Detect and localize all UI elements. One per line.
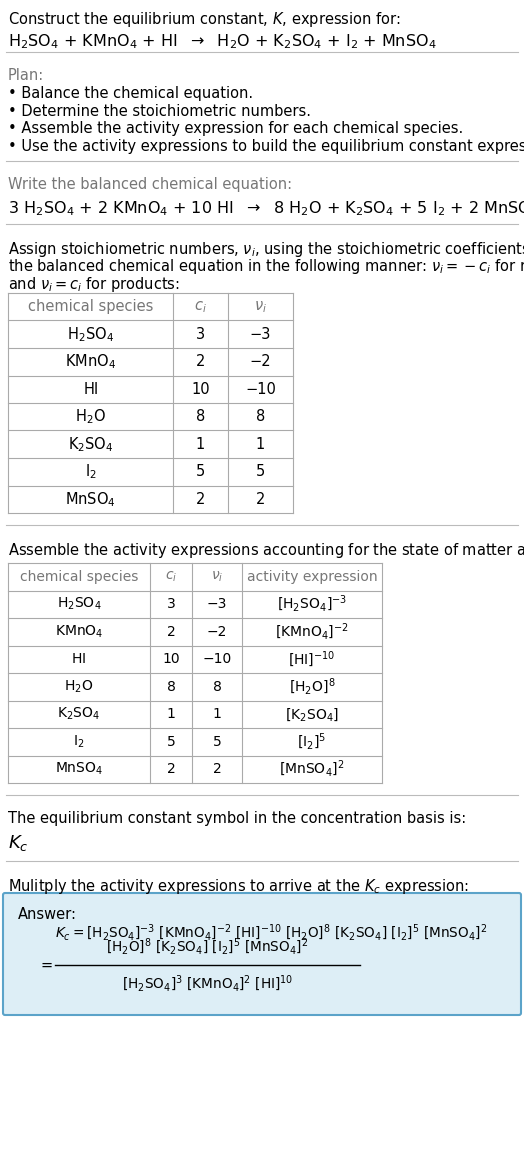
Text: 8: 8 <box>196 409 205 424</box>
Text: $\mathregular{MnSO_4}$: $\mathregular{MnSO_4}$ <box>55 761 103 777</box>
Text: 2: 2 <box>256 492 265 507</box>
Text: $\mathregular{KMnO_4}$: $\mathregular{KMnO_4}$ <box>54 623 103 640</box>
Text: $[\mathregular{H_2SO_4}]^{3}\ [\mathregular{KMnO_4}]^{2}\ [\mathregular{HI}]^{10: $[\mathregular{H_2SO_4}]^{3}\ [\mathregu… <box>122 973 293 993</box>
Text: $[\mathregular{K_2SO_4}]$: $[\mathregular{K_2SO_4}]$ <box>285 706 339 722</box>
Text: Assign stoichiometric numbers, $\nu_i$, using the stoichiometric coefficients, $: Assign stoichiometric numbers, $\nu_i$, … <box>8 240 524 259</box>
Text: 1: 1 <box>213 707 222 721</box>
Text: $K_c$: $K_c$ <box>8 833 29 852</box>
Text: $\mathregular{I_2}$: $\mathregular{I_2}$ <box>73 734 85 750</box>
Text: 10: 10 <box>191 381 210 397</box>
Text: $[\mathregular{KMnO_4}]^{-2}$: $[\mathregular{KMnO_4}]^{-2}$ <box>275 621 349 642</box>
Text: 2: 2 <box>196 355 205 369</box>
Text: 10: 10 <box>162 652 180 666</box>
Text: $3\ \mathregular{H_2SO_4}$ + $2\ \mathregular{KMnO_4}$ + $10\ \mathregular{HI}$ : $3\ \mathregular{H_2SO_4}$ + $2\ \mathre… <box>8 199 524 217</box>
Text: 1: 1 <box>256 437 265 451</box>
Text: and $\nu_i = c_i$ for products:: and $\nu_i = c_i$ for products: <box>8 274 180 294</box>
Text: $\mathregular{H_2O}$: $\mathregular{H_2O}$ <box>64 678 94 695</box>
Text: −3: −3 <box>250 327 271 342</box>
Text: $\mathregular{K_2SO_4}$: $\mathregular{K_2SO_4}$ <box>57 706 101 722</box>
Text: $\mathregular{H_2SO_4}$: $\mathregular{H_2SO_4}$ <box>57 597 101 613</box>
Text: $\mathregular{HI}$: $\mathregular{HI}$ <box>71 652 86 666</box>
Text: $c_i$: $c_i$ <box>194 299 207 315</box>
FancyBboxPatch shape <box>3 893 521 1015</box>
Text: $\mathregular{MnSO_4}$: $\mathregular{MnSO_4}$ <box>65 490 116 508</box>
Text: The equilibrium constant symbol in the concentration basis is:: The equilibrium constant symbol in the c… <box>8 811 466 826</box>
Text: −3: −3 <box>207 598 227 612</box>
Text: Mulitply the activity expressions to arrive at the $K_c$ expression:: Mulitply the activity expressions to arr… <box>8 877 469 896</box>
Text: −2: −2 <box>207 625 227 638</box>
Text: Construct the equilibrium constant, $K$, expression for:: Construct the equilibrium constant, $K$,… <box>8 10 401 29</box>
Text: chemical species: chemical species <box>28 299 153 314</box>
Text: 1: 1 <box>196 437 205 451</box>
Text: $[\mathregular{I_2}]^{5}$: $[\mathregular{I_2}]^{5}$ <box>298 732 326 752</box>
Text: Answer:: Answer: <box>18 907 77 922</box>
Text: −10: −10 <box>202 652 232 666</box>
Text: −10: −10 <box>245 381 276 397</box>
Text: • Determine the stoichiometric numbers.: • Determine the stoichiometric numbers. <box>8 104 311 119</box>
Text: Plan:: Plan: <box>8 67 44 83</box>
Text: $\mathregular{I_2}$: $\mathregular{I_2}$ <box>84 463 96 481</box>
Text: 5: 5 <box>196 464 205 479</box>
Text: chemical species: chemical species <box>20 570 138 584</box>
Text: 8: 8 <box>256 409 265 424</box>
Text: the balanced chemical equation in the following manner: $\nu_i = -c_i$ for react: the balanced chemical equation in the fo… <box>8 257 524 277</box>
Text: $\mathregular{KMnO_4}$: $\mathregular{KMnO_4}$ <box>65 352 116 371</box>
Text: • Use the activity expressions to build the equilibrium constant expression.: • Use the activity expressions to build … <box>8 138 524 154</box>
Text: 3: 3 <box>196 327 205 342</box>
Text: 2: 2 <box>213 762 221 776</box>
Text: $\mathregular{H_2O}$: $\mathregular{H_2O}$ <box>75 407 106 426</box>
Text: • Assemble the activity expression for each chemical species.: • Assemble the activity expression for e… <box>8 121 463 136</box>
Text: 5: 5 <box>213 735 221 749</box>
Text: $\mathregular{H_2SO_4}$: $\mathregular{H_2SO_4}$ <box>67 324 114 343</box>
Text: 3: 3 <box>167 598 176 612</box>
Text: $K_c = [\mathregular{H_2SO_4}]^{-3}\ [\mathregular{KMnO_4}]^{-2}\ [\mathregular{: $K_c = [\mathregular{H_2SO_4}]^{-3}\ [\m… <box>55 922 487 943</box>
Text: $c_i$: $c_i$ <box>165 570 177 584</box>
Text: 2: 2 <box>196 492 205 507</box>
Text: Write the balanced chemical equation:: Write the balanced chemical equation: <box>8 177 292 192</box>
Text: 5: 5 <box>256 464 265 479</box>
Text: • Balance the chemical equation.: • Balance the chemical equation. <box>8 86 253 101</box>
Text: $[\mathregular{HI}]^{-10}$: $[\mathregular{HI}]^{-10}$ <box>288 649 336 669</box>
Text: $\mathregular{H_2SO_4}$ + $\mathregular{KMnO_4}$ + HI  $\rightarrow$  $\mathregu: $\mathregular{H_2SO_4}$ + $\mathregular{… <box>8 33 436 51</box>
Text: $[\mathregular{H_2O}]^{8}$: $[\mathregular{H_2O}]^{8}$ <box>289 677 335 697</box>
Text: 8: 8 <box>213 679 222 694</box>
Text: $[\mathregular{H_2O}]^{8}\ [\mathregular{K_2SO_4}]\ [\mathregular{I_2}]^{5}\ [\m: $[\mathregular{H_2O}]^{8}\ [\mathregular… <box>106 936 309 957</box>
Text: $\nu_i$: $\nu_i$ <box>254 299 267 315</box>
Text: $\nu_i$: $\nu_i$ <box>211 570 223 584</box>
Text: =: = <box>40 957 52 972</box>
Text: 8: 8 <box>167 679 176 694</box>
Text: −2: −2 <box>250 355 271 369</box>
Text: $[\mathregular{MnSO_4}]^{2}$: $[\mathregular{MnSO_4}]^{2}$ <box>279 759 345 779</box>
Text: 2: 2 <box>167 625 176 638</box>
Text: $[\mathregular{H_2SO_4}]^{-3}$: $[\mathregular{H_2SO_4}]^{-3}$ <box>277 594 347 614</box>
Text: Assemble the activity expressions accounting for the state of matter and $\nu_i$: Assemble the activity expressions accoun… <box>8 541 524 561</box>
Text: $\mathregular{HI}$: $\mathregular{HI}$ <box>83 381 99 398</box>
Text: 2: 2 <box>167 762 176 776</box>
Text: 5: 5 <box>167 735 176 749</box>
Text: $\mathregular{K_2SO_4}$: $\mathregular{K_2SO_4}$ <box>68 435 113 454</box>
Text: 1: 1 <box>167 707 176 721</box>
Text: activity expression: activity expression <box>247 570 377 584</box>
